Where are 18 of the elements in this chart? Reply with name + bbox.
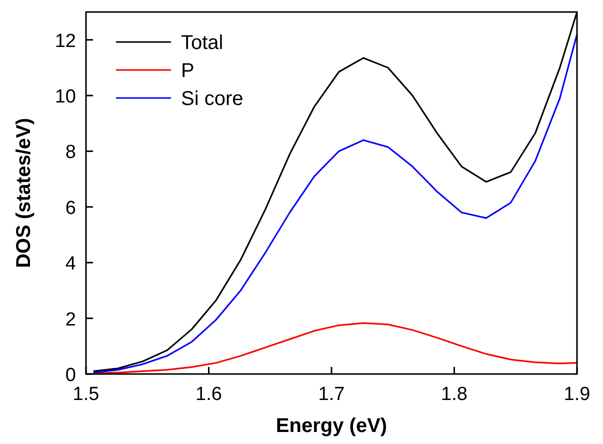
y-tick-label: 8: [65, 142, 76, 164]
y-tick-label: 4: [65, 254, 76, 275]
y-tick-label: 12: [54, 30, 76, 52]
x-axis-title: Energy (eV): [276, 415, 388, 437]
x-tick-label: 1.6: [196, 384, 222, 405]
x-tick-label: 1.5: [72, 384, 100, 405]
y-tick-label: 10: [54, 86, 76, 108]
line-series: [92, 322, 577, 374]
x-tick-label: 1.7: [318, 384, 345, 405]
x-tick-label: 1.9: [564, 384, 590, 405]
legend-label: Total: [181, 32, 224, 54]
legend-label: P: [181, 60, 194, 82]
y-tick-label: 2: [65, 309, 76, 330]
legend-label: Si core: [181, 88, 244, 110]
x-tick-label: 1.8: [441, 384, 468, 405]
y-tick-label: 0: [65, 365, 76, 386]
y-axis-title: DOS (states/eV): [13, 118, 35, 268]
y-tick-label: 6: [65, 198, 76, 219]
